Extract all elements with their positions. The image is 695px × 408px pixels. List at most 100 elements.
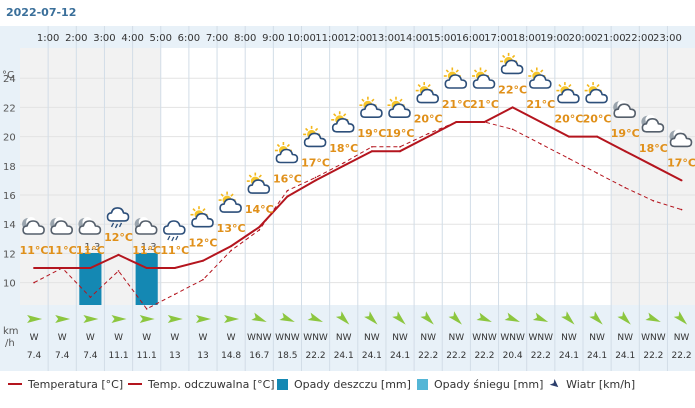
temperature-point xyxy=(145,267,148,269)
partly-cloudy-icon xyxy=(218,191,242,213)
temperature-value-label: 14°C xyxy=(245,203,274,216)
feels-like-point xyxy=(483,121,486,123)
temperature-value-label: 18°C xyxy=(639,142,668,155)
temperature-unit-label: °C xyxy=(2,70,14,81)
cloudy-night-icon xyxy=(50,217,74,235)
wind-speed-label: 7.4 xyxy=(27,351,42,361)
hour-label: 13:00 xyxy=(372,33,401,44)
temperature-value-label: 17°C xyxy=(301,156,330,169)
hour-label: 22:00 xyxy=(625,33,654,44)
wind-direction-label: WNW xyxy=(641,333,666,343)
rain-value-label: 1.3 xyxy=(141,242,157,253)
temperature-value-label: 21°C xyxy=(470,98,499,111)
partly-cloudy-icon xyxy=(331,111,355,133)
temperature-point xyxy=(258,226,261,229)
temperature-value-label: 16°C xyxy=(273,172,302,185)
wind-arrow-icon xyxy=(673,311,688,325)
wind-direction-label: WNW xyxy=(500,333,525,343)
wind-speed-label: 13 xyxy=(197,351,208,361)
legend-temperature: Temperatura [°C] xyxy=(8,374,123,394)
wind-speed-label: 24.1 xyxy=(334,351,354,361)
wind-arrow-icon: ➤ xyxy=(546,375,564,393)
wind-arrow-icon xyxy=(139,315,155,323)
legend-rain: Opady deszczu [mm] xyxy=(277,374,411,394)
temperature-point xyxy=(117,253,120,256)
wind-direction-label: W xyxy=(114,333,123,343)
hour-label: 19:00 xyxy=(540,33,569,44)
temperature-point xyxy=(511,106,514,109)
legend-feels-like: Temp. odczuwalna [°C] xyxy=(128,374,275,394)
temperature-value-label: 20°C xyxy=(414,113,443,126)
rain-icon xyxy=(106,207,130,229)
hour-label: 21:00 xyxy=(597,33,626,44)
wind-speed-label: 7.4 xyxy=(55,351,70,361)
temperature-point xyxy=(230,245,233,248)
legend-wind: ➤ Wiatr [km/h] xyxy=(546,374,636,394)
temperature-value-label: 11°C xyxy=(76,244,105,257)
temperature-point xyxy=(427,135,430,138)
temperature-value-label: 13°C xyxy=(217,222,246,235)
legend-snow-label: Opady śniegu [mm] xyxy=(434,377,544,391)
wind-speed-label: 22.2 xyxy=(418,351,438,361)
feels-like-point xyxy=(455,121,458,123)
wind-speed-label: 22.2 xyxy=(531,351,551,361)
feels-like-point xyxy=(202,278,204,281)
wind-direction-label: W xyxy=(58,333,67,343)
feels-like-point xyxy=(89,296,92,299)
wind-direction-label: W xyxy=(30,333,39,343)
wind-arrow-icon xyxy=(420,311,434,325)
wind-arrow-icon xyxy=(392,311,406,325)
wind-arrow-icon xyxy=(476,312,492,323)
temperature-point xyxy=(652,164,655,167)
legend-rain-swatch xyxy=(277,378,288,390)
temperature-value-label: 18°C xyxy=(329,142,358,155)
wind-direction-label: W xyxy=(86,333,95,343)
temperature-point xyxy=(286,195,289,198)
wind-speed-label: 16.7 xyxy=(249,351,269,361)
wind-speed-label: 11.1 xyxy=(137,351,157,361)
temperature-point xyxy=(567,135,570,138)
wind-speed-label: 22.2 xyxy=(474,351,494,361)
wind-speed-label: 14.8 xyxy=(221,351,241,361)
rain-icon xyxy=(163,220,186,242)
wind-arrow-icon xyxy=(307,312,323,323)
partly-cloudy-icon xyxy=(500,52,524,75)
temperature-value-label: 11°C xyxy=(48,244,77,257)
hour-label: 1:00 xyxy=(37,33,59,44)
feels-like-point xyxy=(680,208,683,211)
temperature-point xyxy=(89,267,92,269)
temperature-value-label: 20°C xyxy=(554,113,583,126)
temperature-line xyxy=(34,106,682,269)
hour-label: 5:00 xyxy=(150,33,172,44)
partly-cloudy-icon xyxy=(387,96,411,118)
feels-like-point xyxy=(61,267,64,269)
temperature-value-label: 19°C xyxy=(386,127,415,140)
wind-band xyxy=(0,305,695,371)
wind-arrow-icon xyxy=(111,315,127,323)
hour-label: 2:00 xyxy=(65,33,87,44)
hour-label: 9:00 xyxy=(262,33,284,44)
temperature-point xyxy=(342,164,345,167)
feels-like-point xyxy=(258,229,261,231)
wind-direction-label: WNW xyxy=(275,333,300,343)
feels-like-point xyxy=(399,146,401,148)
feels-like-point xyxy=(371,146,373,148)
temperature-axis-band xyxy=(0,26,20,305)
wind-direction-label: NW xyxy=(449,333,465,343)
cloudy-night-icon xyxy=(22,217,45,235)
temperature-value-label: 17°C xyxy=(667,156,695,169)
hour-label: 16:00 xyxy=(456,33,485,44)
cloudy-night-icon xyxy=(78,217,102,235)
wind-direction-label: W xyxy=(142,333,151,343)
temperature-point xyxy=(399,150,402,153)
cloudy-night-icon xyxy=(613,100,637,118)
cloudy-night-icon xyxy=(134,217,158,235)
legend-temperature-swatch xyxy=(8,383,22,385)
feels-like-point xyxy=(314,176,317,179)
temperature-value-label: 22°C xyxy=(498,83,527,96)
hour-label: 8:00 xyxy=(234,33,256,44)
temperature-value-label: 11°C xyxy=(132,244,161,257)
temperature-point xyxy=(539,121,542,123)
hour-label: 11:00 xyxy=(315,33,344,44)
wind-direction-label: WNW xyxy=(472,333,497,343)
